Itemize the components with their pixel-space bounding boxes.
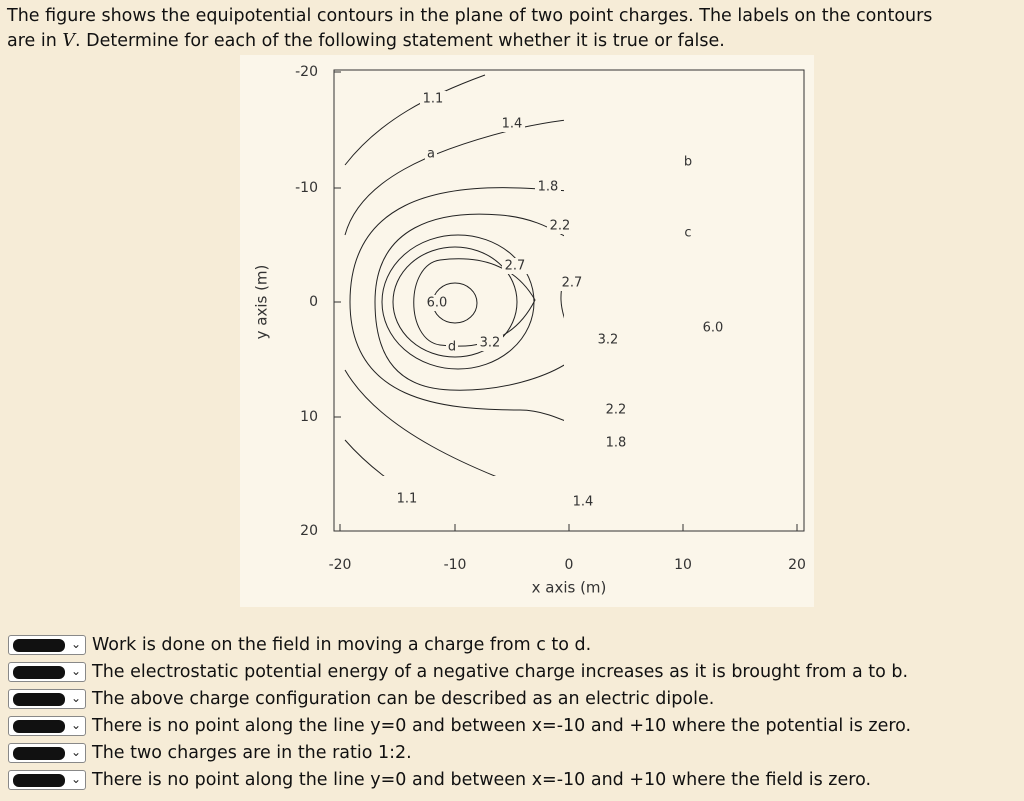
statement-text: The two charges are in the ratio 1:2.: [92, 742, 412, 763]
contour-label: 3.2: [480, 336, 501, 351]
statement-row: ⌄ The above charge configuration can be d…: [8, 688, 714, 710]
statement-row: ⌄ The electrostatic potential energy of a…: [8, 661, 908, 683]
x-tick-label: 10: [674, 557, 692, 573]
label-bg: [570, 494, 596, 510]
label-bg: [477, 335, 503, 351]
x-tick-label: -10: [444, 557, 467, 573]
figure: -20 -10 0 10 20 -20 -10 0 10 20 x axis (m) y axis (…: [240, 55, 814, 607]
contour-label: 2.2: [606, 403, 627, 418]
contour-label: 1.1: [423, 92, 444, 107]
contour-label: 2.7: [505, 259, 526, 274]
contour: [381, 234, 535, 370]
point-label: c: [684, 226, 691, 241]
statement-text: The above charge configuration can be de…: [92, 688, 715, 709]
contour-label: 1.8: [606, 436, 627, 451]
point-label: d: [448, 340, 456, 355]
y-axis-label: y axis (m): [253, 265, 271, 340]
redacted: [13, 746, 65, 760]
statement-text: The electrostatic potential energy of a …: [92, 661, 909, 682]
contours: [344, 74, 564, 476]
chevron: ⌄: [70, 637, 81, 651]
redacted: [13, 665, 65, 679]
contour-label: 2.7: [562, 276, 583, 291]
y-tick-label: 10: [300, 409, 318, 425]
x-axis-label: x axis (m): [532, 579, 607, 597]
answer-dropdown[interactable]: ⌄: [8, 635, 86, 655]
statement-text: There is no point along the line y=0 and…: [92, 769, 872, 790]
contour-label: 1.4: [502, 117, 523, 132]
answer-dropdown[interactable]: ⌄: [8, 661, 86, 682]
point-label: b: [684, 155, 692, 170]
contour: [374, 213, 564, 391]
question-text: are in V. Determine for each of the foll…: [7, 31, 725, 51]
label-bg: [700, 320, 726, 336]
question-text: are in: [7, 31, 63, 51]
redacted: [13, 773, 65, 787]
label-bg: [682, 154, 694, 170]
redacted: [13, 639, 65, 652]
figure-labels: -20 -10 0 10 20 -20 -10 0 10 20 x axis (m) y axis (…: [253, 64, 806, 597]
contour-label: 1.1: [397, 492, 418, 507]
label-bg: [420, 91, 446, 107]
label-bg: [595, 332, 621, 348]
answer-dropdown[interactable]: ⌄: [8, 715, 86, 736]
statement-text: There is no point along the line y=0 and…: [92, 715, 912, 736]
label-bg: [502, 258, 528, 274]
chevron: ⌄: [70, 771, 81, 786]
label-bg: [682, 225, 694, 241]
chevron: ⌄: [70, 663, 81, 678]
contour: [344, 74, 486, 476]
statement-row: ⌄ Work is done on the field in moving a c…: [8, 634, 591, 656]
label-bg: [603, 402, 629, 418]
label-bg: [535, 179, 561, 195]
chevron: ⌄: [70, 690, 81, 705]
label-bg: [394, 491, 420, 507]
statement-text: Work is done on the field in moving a ch…: [92, 635, 592, 655]
contour-label: 2.2: [550, 219, 571, 234]
point-label: a: [427, 147, 435, 162]
contour: [392, 246, 518, 358]
contour-label: 3.2: [598, 333, 619, 348]
x-tick-label: 20: [788, 557, 806, 573]
label-bg: [424, 295, 450, 311]
contour-label: 6.0: [703, 321, 724, 336]
contour-label: 6.0: [427, 296, 448, 311]
label-bg: [499, 116, 525, 132]
answer-dropdown[interactable]: ⌄: [8, 769, 86, 790]
question-text: . Determine for each of the following st…: [75, 31, 725, 51]
contour-label: 1.8: [538, 180, 559, 195]
answer-dropdown[interactable]: ⌄: [8, 688, 86, 709]
chevron: ⌄: [70, 717, 81, 732]
contour-label: 1.4: [573, 495, 594, 510]
label-bg: [547, 218, 573, 234]
x-tick-label: -20: [329, 557, 352, 573]
redacted: [13, 719, 65, 733]
x-tick-label: 0: [565, 557, 574, 573]
y-tick-label: -20: [295, 64, 318, 80]
label-bg: [425, 146, 437, 162]
answer-dropdown[interactable]: ⌄: [8, 742, 86, 763]
redacted: [13, 692, 65, 706]
statement-row: ⌄ There is no point along the line y=0 an…: [8, 769, 871, 791]
label-bg: [603, 435, 629, 451]
label-bg: [446, 339, 458, 355]
label-bg: [559, 275, 585, 291]
y-tick-label: 0: [309, 294, 318, 310]
statement-row: ⌄ The two charges are in the ratio 1:2.: [8, 742, 412, 764]
statement-row: ⌄ There is no point along the line y=0 an…: [8, 715, 911, 737]
unit: V: [62, 31, 76, 51]
chevron: ⌄: [70, 744, 81, 759]
y-tick-label: -10: [295, 180, 318, 196]
y-tick-label: 20: [300, 523, 318, 539]
question-text: The figure shows the equipotential conto…: [7, 6, 933, 26]
